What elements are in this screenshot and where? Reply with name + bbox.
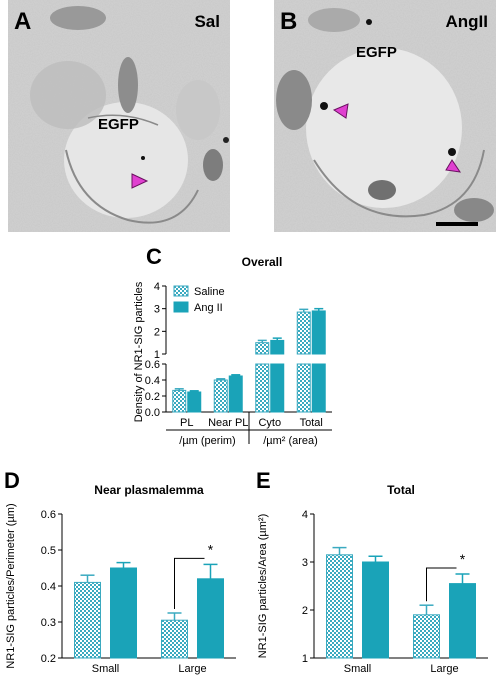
bar-angii bbox=[228, 375, 243, 413]
y-tick-label: 3 bbox=[302, 557, 308, 569]
bar-saline bbox=[74, 581, 101, 659]
y-tick-label: 1 bbox=[302, 653, 308, 665]
bar-saline-lower bbox=[296, 363, 311, 413]
bar-saline bbox=[255, 342, 270, 355]
legend-label: Saline bbox=[194, 286, 225, 298]
panel-label-b: B bbox=[280, 8, 298, 35]
significance-marker: * bbox=[208, 541, 214, 557]
chart-title: Near plasmalemma bbox=[94, 483, 204, 497]
arrowhead-marker bbox=[131, 173, 149, 189]
legend-swatch-saline bbox=[173, 285, 189, 297]
y-tick-label: 3 bbox=[154, 304, 160, 316]
scale-bar bbox=[436, 222, 478, 226]
bar-angii bbox=[449, 583, 476, 659]
y-tick-label: 4 bbox=[302, 509, 308, 521]
group-label: /µm² (area) bbox=[263, 435, 318, 447]
bar-angii bbox=[311, 310, 326, 355]
bar-angii-lower bbox=[270, 363, 285, 413]
y-axis-label: Density of NR1-SIG particles bbox=[133, 281, 145, 422]
panel-label-d: D bbox=[4, 468, 20, 493]
bar-saline bbox=[213, 379, 228, 413]
panel-label-e: E bbox=[256, 468, 271, 493]
condition-label-saline: Sal bbox=[194, 12, 220, 31]
em-image-saline: A Sal EGFP bbox=[8, 0, 230, 232]
x-tick-label: Small bbox=[92, 663, 120, 675]
y-tick-label: 0.2 bbox=[41, 653, 56, 665]
egfp-label-b: EGFP bbox=[356, 44, 397, 61]
x-tick-label: Small bbox=[344, 663, 372, 675]
significance-bracket bbox=[174, 557, 205, 609]
y-tick-label: 0.2 bbox=[145, 391, 160, 403]
bar-angii bbox=[187, 391, 202, 413]
significance-marker: * bbox=[460, 551, 466, 567]
x-tick-label: Large bbox=[178, 663, 206, 675]
y-tick-label: 0.5 bbox=[41, 545, 56, 557]
x-tick-label: PL bbox=[180, 417, 193, 429]
y-tick-label: 0.0 bbox=[145, 407, 160, 419]
arrowhead-marker bbox=[445, 159, 462, 173]
y-tick-label: 2 bbox=[154, 326, 160, 338]
chart-total: E Total NR1-SIG particles/Area (µm²) 1 2 3 4 Sm… bbox=[256, 468, 488, 675]
bar-saline bbox=[296, 311, 311, 355]
chart-overall: C Overall Density of NR1-SIG particles 1 2 3 4… bbox=[133, 244, 332, 447]
bar-angii bbox=[362, 561, 389, 659]
legend-swatch-angii bbox=[173, 301, 189, 313]
y-axis-label: NR1-SIG particles/Area (µm²) bbox=[257, 514, 269, 658]
y-tick-label: 0.3 bbox=[41, 617, 56, 629]
egfp-label-a: EGFP bbox=[98, 116, 139, 133]
significance-bracket bbox=[426, 567, 457, 602]
x-tick-label: Cyto bbox=[258, 417, 281, 429]
legend-label: Ang II bbox=[194, 302, 223, 314]
bar-angii bbox=[197, 578, 224, 659]
y-tick-label: 1 bbox=[154, 349, 160, 361]
x-tick-label: Large bbox=[430, 663, 458, 675]
chart-title: Total bbox=[387, 483, 415, 497]
arrowhead-marker bbox=[332, 103, 349, 119]
y-axis-label: NR1-SIG particles/Perimeter (µm) bbox=[5, 503, 17, 668]
y-tick-label: 0.6 bbox=[41, 509, 56, 521]
bar-saline-lower bbox=[255, 363, 270, 413]
x-tick-label: Near PL bbox=[208, 417, 248, 429]
bar-saline bbox=[161, 619, 188, 659]
y-tick-label: 4 bbox=[154, 281, 160, 293]
y-tick-label: 2 bbox=[302, 605, 308, 617]
group-label: /µm (perim) bbox=[179, 435, 235, 447]
em-micrograph-saline bbox=[8, 0, 230, 232]
y-tick-label: 0.4 bbox=[41, 581, 56, 593]
bar-saline bbox=[172, 389, 187, 413]
bar-saline bbox=[413, 614, 440, 659]
chart-title: Overall bbox=[242, 255, 283, 269]
chart-near-plasmalemma: D Near plasmalemma NR1-SIG particles/Perim… bbox=[4, 468, 236, 675]
bar-angii bbox=[270, 339, 285, 355]
em-image-angii: B AngII EGFP bbox=[274, 0, 496, 232]
y-tick-label: 0.6 bbox=[145, 359, 160, 371]
x-tick-label: Total bbox=[300, 417, 323, 429]
bar-saline bbox=[326, 554, 353, 659]
condition-label-angii: AngII bbox=[445, 12, 489, 31]
panel-label-c: C bbox=[146, 244, 162, 269]
bar-angii bbox=[110, 567, 137, 659]
panel-label-a: A bbox=[14, 8, 32, 35]
em-micrograph-angii bbox=[274, 0, 496, 232]
bar-angii-lower bbox=[311, 363, 326, 413]
y-tick-label: 0.4 bbox=[145, 375, 160, 387]
